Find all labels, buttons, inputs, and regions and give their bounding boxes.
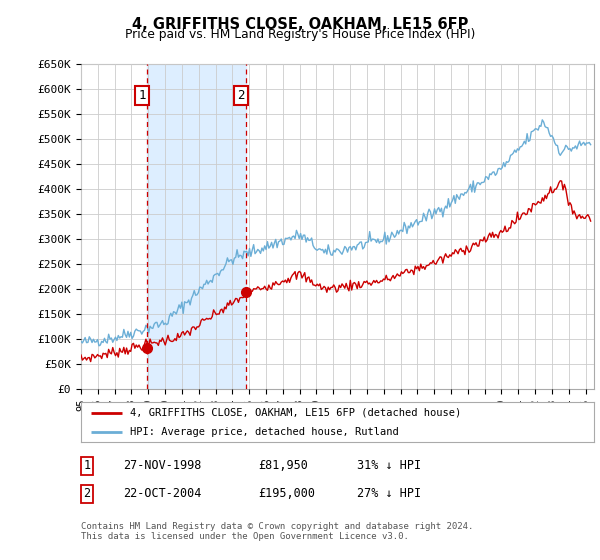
Bar — [147, 64, 247, 389]
Text: £81,950: £81,950 — [258, 459, 308, 473]
Text: 1: 1 — [83, 459, 91, 473]
Text: Price paid vs. HM Land Registry's House Price Index (HPI): Price paid vs. HM Land Registry's House … — [125, 28, 475, 41]
Text: £195,000: £195,000 — [258, 487, 315, 501]
Text: 27% ↓ HPI: 27% ↓ HPI — [357, 487, 421, 501]
Text: 31% ↓ HPI: 31% ↓ HPI — [357, 459, 421, 473]
Text: 2: 2 — [83, 487, 91, 501]
Text: 1: 1 — [138, 88, 146, 102]
Text: Contains HM Land Registry data © Crown copyright and database right 2024.
This d: Contains HM Land Registry data © Crown c… — [81, 522, 473, 542]
Text: 22-OCT-2004: 22-OCT-2004 — [123, 487, 202, 501]
Text: 4, GRIFFITHS CLOSE, OAKHAM, LE15 6FP (detached house): 4, GRIFFITHS CLOSE, OAKHAM, LE15 6FP (de… — [130, 408, 461, 418]
Text: HPI: Average price, detached house, Rutland: HPI: Average price, detached house, Rutl… — [130, 427, 398, 436]
Text: 2: 2 — [238, 88, 245, 102]
Text: 4, GRIFFITHS CLOSE, OAKHAM, LE15 6FP: 4, GRIFFITHS CLOSE, OAKHAM, LE15 6FP — [132, 17, 468, 32]
Text: 27-NOV-1998: 27-NOV-1998 — [123, 459, 202, 473]
